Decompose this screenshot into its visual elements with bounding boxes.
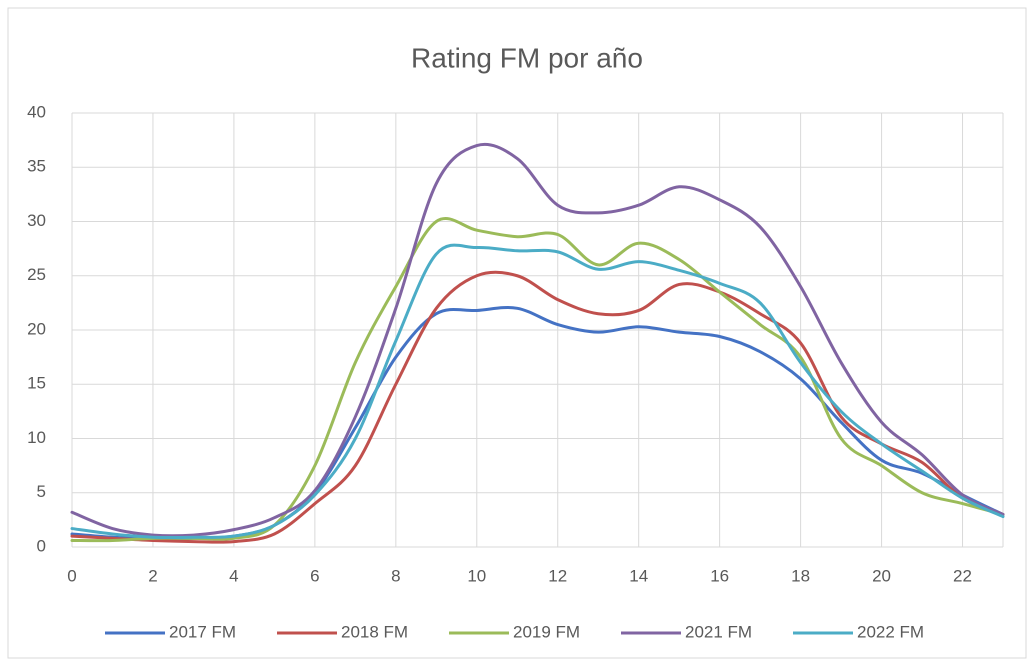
y-tick-label: 30 (27, 211, 46, 230)
series-line (70, 217, 1005, 543)
legend-label: 2019 FM (513, 622, 580, 641)
x-tick-label: 10 (467, 566, 486, 585)
y-tick-label: 0 (37, 536, 46, 555)
x-tick-label: 20 (872, 566, 891, 585)
x-tick-label: 18 (791, 566, 810, 585)
series-line (70, 243, 1005, 540)
y-tick-label: 5 (37, 482, 46, 501)
y-tick-label: 10 (27, 428, 46, 447)
x-tick-label: 6 (310, 566, 319, 585)
y-tick-label: 40 (27, 102, 46, 121)
chart-title: Rating FM por año (411, 42, 643, 73)
x-tick-label: 8 (391, 566, 400, 585)
chart-border (7, 7, 1027, 659)
x-tick-label: 2 (148, 566, 157, 585)
series-line (70, 142, 1005, 538)
legend-label: 2018 FM (341, 622, 408, 641)
x-tick-label: 0 (67, 566, 76, 585)
y-tick-label: 20 (27, 319, 46, 338)
x-tick-label: 14 (629, 566, 648, 585)
legend-label: 2017 FM (169, 622, 236, 641)
legend-label: 2021 FM (685, 622, 752, 641)
y-tick-label: 15 (27, 374, 46, 393)
x-tick-label: 4 (229, 566, 238, 585)
x-tick-label: 12 (548, 566, 567, 585)
y-tick-label: 25 (27, 265, 46, 284)
series-line (70, 270, 1005, 544)
x-tick-label: 22 (953, 566, 972, 585)
x-tick-label: 16 (710, 566, 729, 585)
y-tick-label: 35 (27, 157, 46, 176)
legend-label: 2022 FM (857, 622, 924, 641)
